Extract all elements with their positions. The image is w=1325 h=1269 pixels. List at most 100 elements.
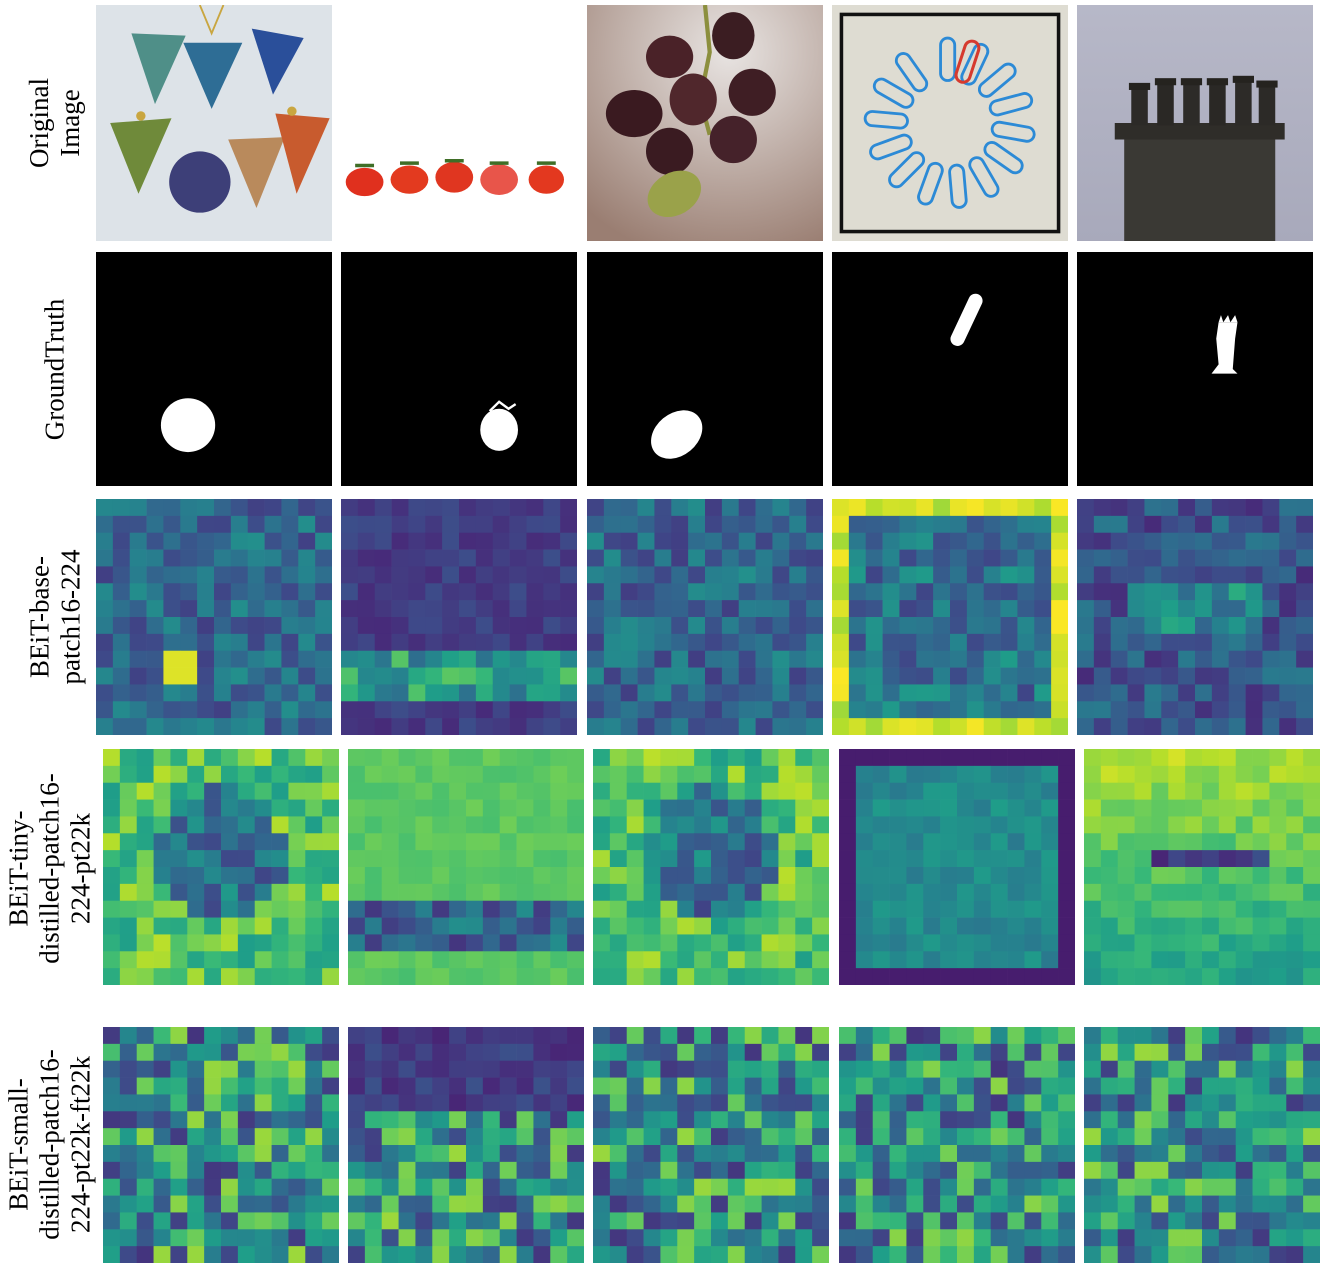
heatmap-cell bbox=[187, 1212, 205, 1230]
heatmap-cell bbox=[1286, 867, 1304, 885]
heatmap-cell bbox=[660, 1246, 678, 1263]
heatmap-cell bbox=[264, 701, 282, 719]
heatmap-cell bbox=[1269, 883, 1287, 902]
heatmap-cell bbox=[855, 900, 874, 918]
heatmap-cell bbox=[593, 867, 611, 885]
heatmap-cell bbox=[705, 667, 723, 685]
heatmap-cell bbox=[516, 749, 534, 767]
heatmap-cell bbox=[660, 1195, 678, 1213]
heatmap-cell bbox=[637, 583, 655, 601]
heatmap-cell bbox=[1296, 701, 1313, 719]
heatmap-cell bbox=[482, 867, 501, 885]
heatmap-cell bbox=[1017, 633, 1035, 652]
heatmap-cell bbox=[1262, 499, 1280, 517]
heatmap-cell bbox=[872, 1094, 890, 1112]
heatmap-cell bbox=[459, 532, 477, 550]
heatmap-cell bbox=[136, 1195, 154, 1213]
heatmap-cell bbox=[187, 968, 205, 985]
heatmap-cell bbox=[1161, 499, 1179, 517]
heatmap-cell bbox=[357, 667, 376, 685]
heatmap-cell bbox=[1051, 566, 1068, 584]
heatmap-cell bbox=[560, 667, 577, 685]
heatmap-cell bbox=[694, 1145, 712, 1163]
heatmap-cell bbox=[221, 883, 239, 902]
heatmap-cell bbox=[1161, 549, 1179, 567]
heatmap-cell bbox=[957, 867, 975, 885]
heatmap-cell bbox=[603, 718, 622, 735]
heatmap-cell bbox=[744, 1212, 762, 1230]
heatmap-cell bbox=[1058, 816, 1075, 834]
heatmap-cell bbox=[567, 1077, 584, 1095]
heatmap-cell bbox=[315, 633, 332, 652]
heatmap-cell bbox=[872, 850, 890, 868]
heatmap-cell bbox=[1202, 968, 1220, 985]
heatmap-cell bbox=[1000, 600, 1018, 618]
heatmap-cell bbox=[1252, 1128, 1270, 1146]
heatmap-cell bbox=[322, 1212, 339, 1230]
heatmap-cell bbox=[1077, 633, 1095, 652]
heatmap-cell bbox=[906, 765, 924, 784]
heatmap-cell bbox=[398, 799, 416, 817]
heatmap-cell bbox=[1286, 833, 1304, 851]
heatmap-cell bbox=[1017, 583, 1035, 601]
heatmap-cell bbox=[855, 934, 874, 952]
heatmap-cell bbox=[415, 749, 433, 767]
heatmap-cell bbox=[516, 1229, 534, 1247]
heatmap-cell bbox=[499, 1027, 517, 1045]
heatmap-cell bbox=[153, 1246, 171, 1263]
heatmap-cell bbox=[848, 667, 867, 685]
heatmap-cell bbox=[305, 917, 323, 935]
heatmap-cell bbox=[1024, 1043, 1042, 1062]
heatmap-cell bbox=[322, 1161, 339, 1180]
heatmap-cell bbox=[381, 900, 399, 918]
heatmap-cell bbox=[374, 718, 392, 735]
heatmap-cell bbox=[96, 583, 114, 601]
heatmap-cell bbox=[626, 1145, 644, 1163]
heatmap-cell bbox=[643, 968, 661, 985]
heatmap-cell bbox=[1161, 532, 1179, 550]
heatmap-cell bbox=[221, 1246, 239, 1263]
heatmap-cell bbox=[180, 633, 198, 652]
heatmap-cell bbox=[374, 633, 392, 652]
heatmap-cell bbox=[271, 951, 289, 969]
heatmap-cell bbox=[1185, 749, 1203, 767]
heatmap-cell bbox=[643, 900, 661, 918]
heatmap-cell bbox=[408, 566, 426, 584]
heatmap-cell bbox=[509, 583, 527, 601]
heatmap-cell bbox=[567, 799, 584, 817]
heatmap-cell bbox=[509, 499, 527, 517]
heatmap-cell bbox=[322, 1027, 339, 1045]
heatmap-cell bbox=[609, 1094, 628, 1112]
heatmap-cell bbox=[425, 566, 443, 584]
heatmap-cell bbox=[1269, 900, 1287, 918]
heatmap-cell bbox=[1252, 1077, 1270, 1095]
heatmap-cell bbox=[950, 633, 968, 652]
heatmap-cell bbox=[671, 684, 689, 702]
heatmap-cell bbox=[848, 499, 867, 517]
heatmap-cell bbox=[587, 499, 605, 517]
heatmap-cell bbox=[923, 1246, 941, 1263]
heatmap-cell bbox=[620, 583, 638, 601]
heatmap-cell bbox=[973, 833, 992, 851]
heatmap-cell bbox=[247, 549, 265, 567]
heatmap-cell bbox=[1218, 1128, 1237, 1146]
heatmap-cell bbox=[153, 782, 171, 800]
heatmap-cell bbox=[761, 782, 779, 800]
heatmap-cell bbox=[1007, 816, 1025, 834]
heatmap-cell bbox=[288, 951, 306, 969]
heatmap-cell bbox=[146, 532, 164, 550]
heatmap-cell bbox=[1144, 499, 1162, 517]
heatmap-cell bbox=[933, 617, 951, 635]
heatmap-cell bbox=[654, 515, 672, 534]
heatmap-cell bbox=[677, 1212, 695, 1230]
heatmap-cell bbox=[626, 1043, 644, 1062]
heatmap-cell bbox=[1058, 883, 1075, 902]
heatmap-cell bbox=[882, 600, 900, 618]
heatmap-cell bbox=[923, 1111, 941, 1129]
heatmap-cell bbox=[727, 1212, 746, 1230]
heatmap-cell bbox=[221, 1229, 239, 1247]
heatmap-cell bbox=[626, 850, 644, 868]
heatmap-cell bbox=[916, 617, 934, 635]
heatmap-cell bbox=[899, 566, 917, 584]
heatmap-cell bbox=[1228, 701, 1246, 719]
